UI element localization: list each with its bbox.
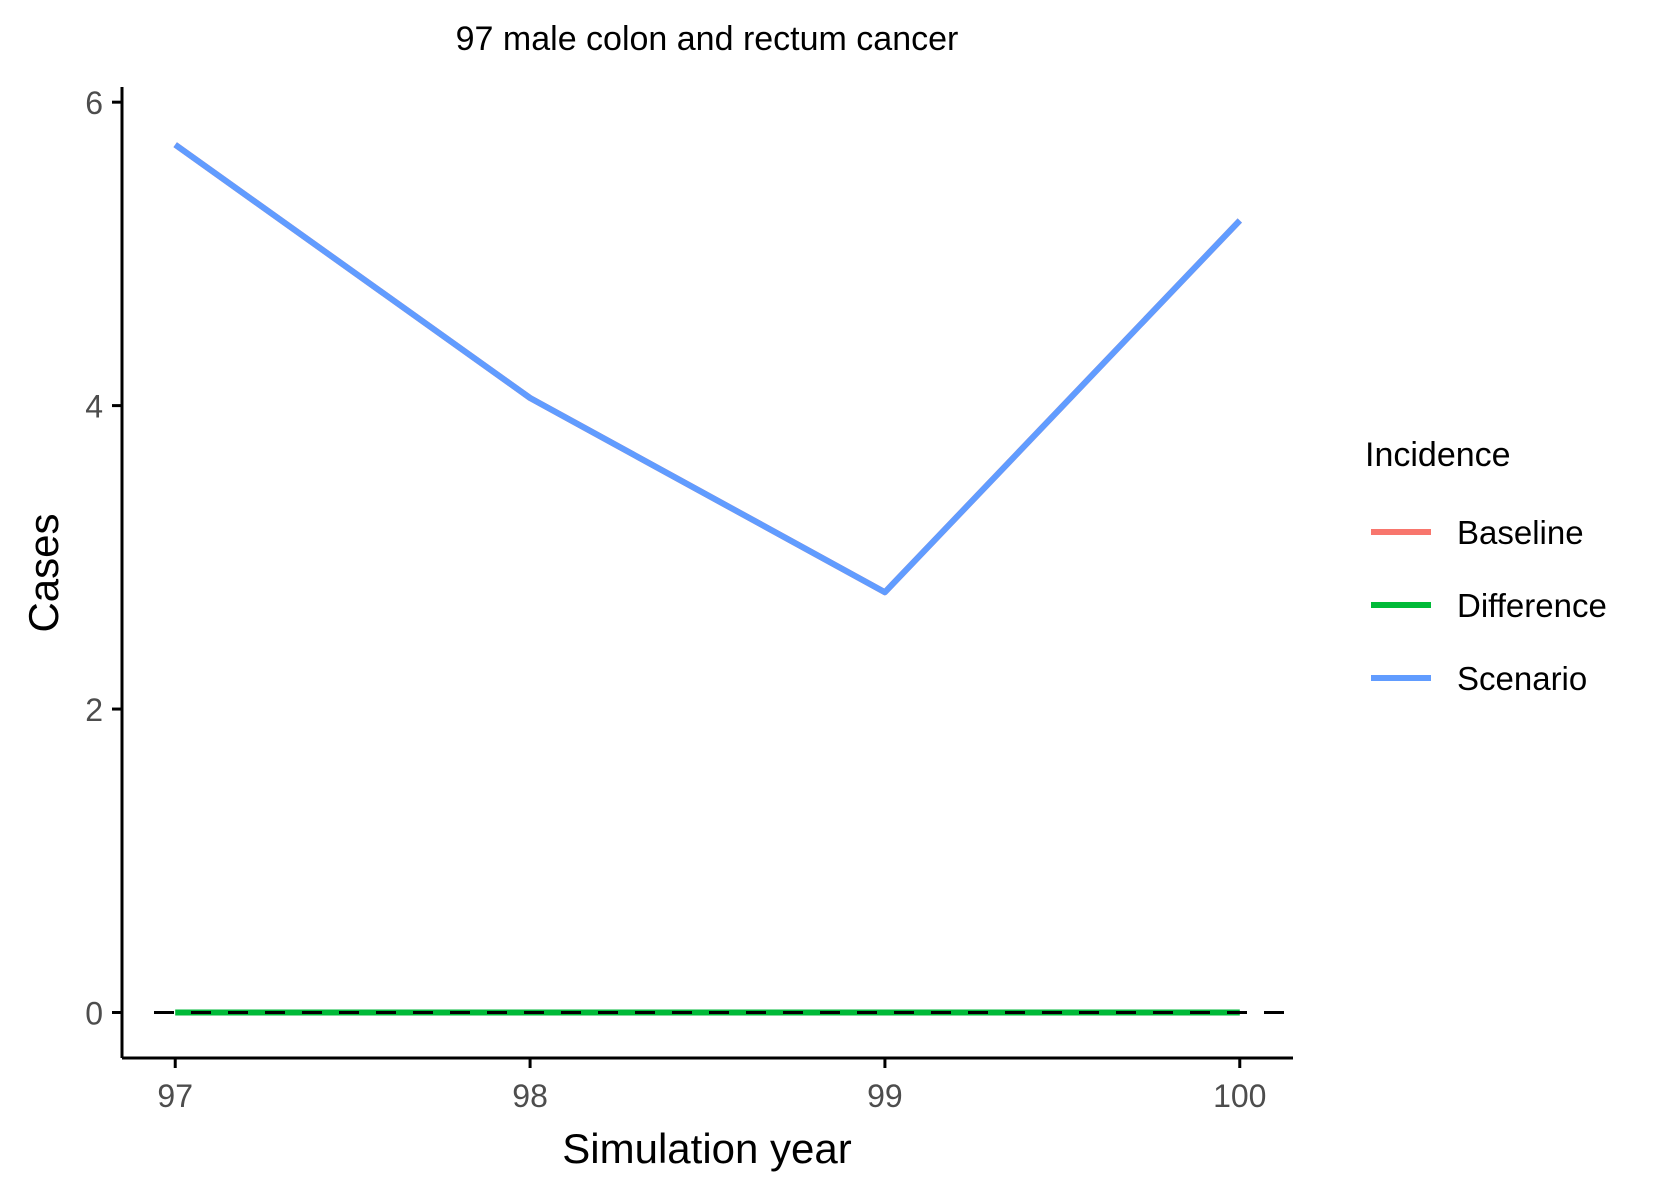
x-axis-title: Simulation year: [562, 1125, 851, 1172]
x-tick-label: 100: [1213, 1078, 1266, 1114]
series-line-baseline: [173, 142, 1242, 596]
y-tick-label: 4: [85, 389, 103, 425]
y-tick-label: 2: [85, 692, 103, 728]
y-axis-title: Cases: [20, 513, 67, 632]
legend-title: Incidence: [1365, 436, 1511, 474]
series-line-scenario: [173, 142, 1242, 596]
x-tick-label: 98: [512, 1078, 548, 1114]
y-axis: 0 2 4 6: [85, 85, 124, 1058]
x-tick-label: 97: [157, 1078, 193, 1114]
plot-area: [154, 142, 1293, 1016]
x-axis: 97 98 99 100: [122, 1056, 1293, 1114]
legend-label-difference: Difference: [1457, 587, 1607, 624]
chart-title: 97 male colon and rectum cancer: [456, 20, 959, 58]
legend-label-scenario: Scenario: [1457, 660, 1587, 697]
x-tick-label: 99: [867, 1078, 903, 1114]
legend-label-baseline: Baseline: [1457, 514, 1584, 551]
y-tick-label: 0: [85, 995, 103, 1031]
y-tick-label: 6: [85, 85, 103, 121]
legend: Incidence Baseline Difference Scenario: [1365, 436, 1607, 697]
